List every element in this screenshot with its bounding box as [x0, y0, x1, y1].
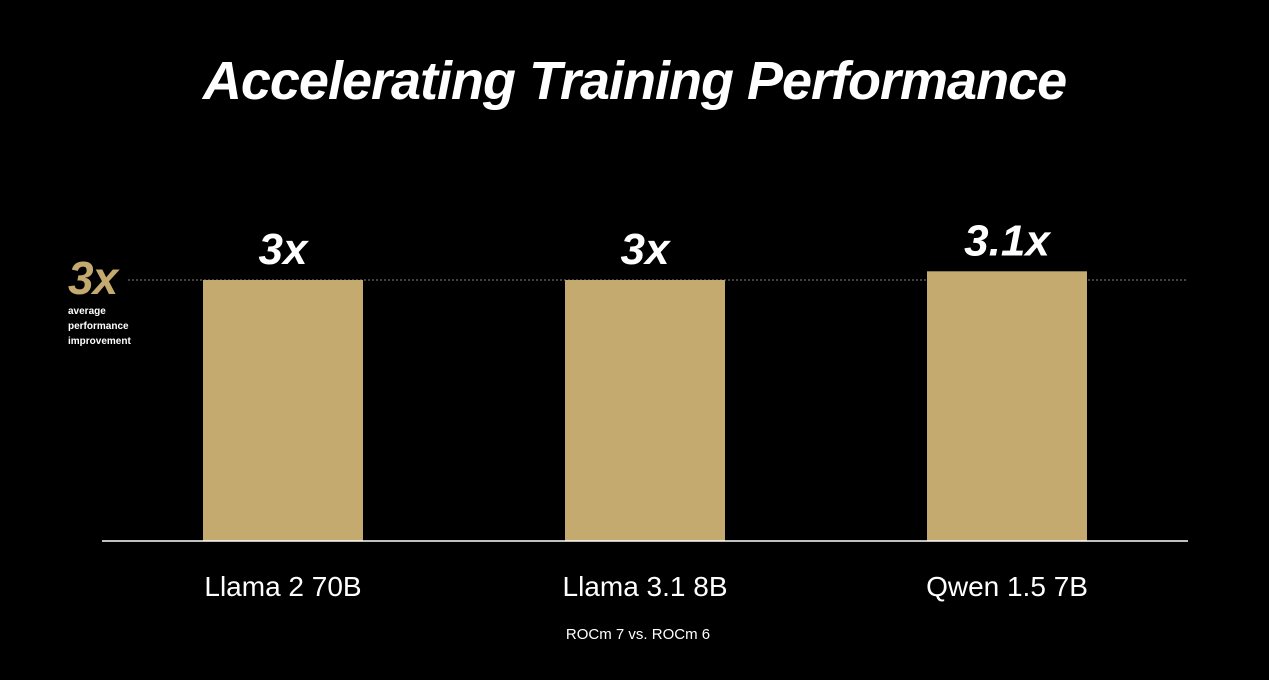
average-callout: 3x average performance improvement: [68, 252, 188, 349]
category-label: Qwen 1.5 7B: [926, 571, 1088, 602]
bar-data-label: 3x: [259, 225, 309, 274]
average-label: average performance improvement: [68, 306, 131, 347]
bar: [203, 280, 363, 541]
bar-data-label: 3x: [621, 225, 671, 274]
chart-title: Accelerating Training Performance: [202, 51, 1067, 111]
category-label: Llama 2 70B: [204, 571, 361, 602]
bar: [565, 280, 725, 541]
bar: [927, 271, 1087, 541]
average-value: 3x: [68, 252, 118, 304]
chart-footnote: ROCm 7 vs. ROCm 6: [565, 626, 711, 643]
data-labels-group: 3x 3x 3.1x: [259, 216, 1052, 274]
bar-data-label: 3.1x: [964, 216, 1051, 265]
category-labels-group: Llama 2 70B Llama 3.1 8B Qwen 1.5 7B: [204, 571, 1088, 602]
category-label: Llama 3.1 8B: [563, 571, 728, 602]
bars-group: [203, 271, 1087, 541]
